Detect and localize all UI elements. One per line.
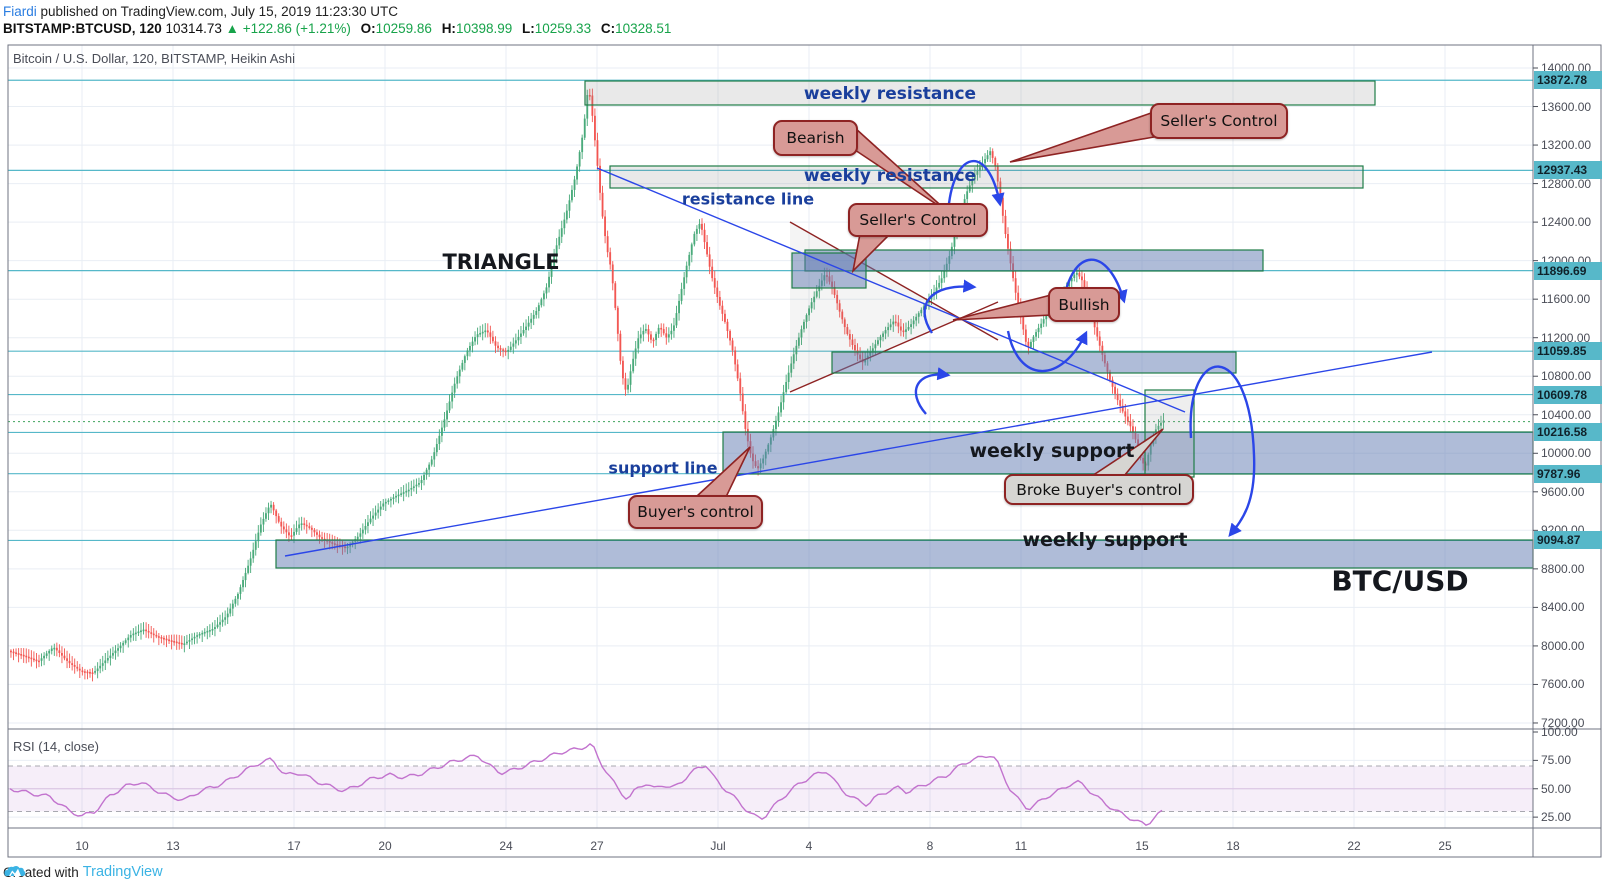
- symbol-name[interactable]: BITSTAMP:BTCUSD, 120: [3, 21, 162, 36]
- arrow-bounce-up: [914, 367, 951, 415]
- candles: [10, 88, 1165, 682]
- time-tick-label: 22: [1347, 839, 1361, 853]
- callout-pointer-sellers-control-top: [1009, 110, 1155, 163]
- close-label: C:: [600, 21, 616, 36]
- low-value: 10259.33: [534, 21, 592, 36]
- rsi-line: [9, 742, 1163, 827]
- price-tick-label: 12800.00: [1541, 176, 1592, 191]
- open-value: 10259.86: [375, 21, 432, 36]
- price-level-chip: 13872.78: [1534, 71, 1602, 90]
- price-tick-label: 7200.00: [1541, 715, 1585, 730]
- price-level-chip: 11059.85: [1534, 342, 1602, 361]
- time-tick-label: 15: [1135, 839, 1149, 853]
- callout-pointers: [693, 110, 1164, 498]
- callout-buyers-control[interactable]: Buyer's control: [628, 495, 763, 529]
- tradingview-logo-icon: [4, 865, 26, 876]
- time-tick-label: 4: [805, 839, 813, 853]
- time-tick-label: 25: [1438, 839, 1452, 853]
- time-tick-label: 20: [378, 839, 392, 853]
- price-change: +122.86 (+1.21%): [242, 21, 351, 36]
- arrow-dip-recover: [1006, 330, 1088, 373]
- resistance-band-11896: [804, 249, 1264, 272]
- time-tick-label: 17: [287, 839, 301, 853]
- time-tick-label: 13: [166, 839, 180, 853]
- rsi-tick-label: 100.00: [1541, 725, 1578, 739]
- last-price: 10314.73: [165, 21, 222, 36]
- price-tick-label: 8800.00: [1541, 561, 1585, 576]
- price-tick-label: 11600.00: [1541, 292, 1591, 307]
- price-tick-label: 13200.00: [1541, 138, 1592, 153]
- rsi-tick-label: 75.00: [1541, 753, 1572, 768]
- price-level-chip: 9094.87: [1534, 531, 1602, 550]
- time-tick-label: 11: [1014, 839, 1028, 853]
- open-label: O:: [360, 21, 376, 36]
- price-level-chip: 12937.43: [1534, 161, 1602, 180]
- arrow-peak-rejection: [946, 159, 1005, 215]
- rsi-tick-label: 25.00: [1541, 810, 1572, 825]
- author-link[interactable]: Fiardi: [3, 4, 37, 19]
- callout-sellers-control-mid[interactable]: Seller's Control: [848, 203, 988, 237]
- price-tick-label: 12400.00: [1541, 215, 1592, 230]
- price-tick-label: 11200.00: [1541, 330, 1591, 345]
- price-level-chip: 9787.96: [1534, 464, 1602, 483]
- callout-bullish[interactable]: Bullish: [1048, 287, 1120, 322]
- time-tick-label: 18: [1226, 839, 1240, 853]
- time-tick-label: 27: [590, 839, 604, 853]
- watermark-symbol: BTC/USD: [1331, 564, 1469, 598]
- time-tick-label: 8: [926, 839, 934, 853]
- time-tick-label: 10: [75, 839, 89, 853]
- zones: [275, 80, 1534, 569]
- time-tick-label: Jul: [710, 839, 726, 853]
- price-tick-label: 8000.00: [1541, 638, 1585, 653]
- price-tick-label: 10000.00: [1541, 446, 1592, 461]
- arrow-big-drop: [1189, 365, 1256, 538]
- panel-borders: [7, 44, 1602, 858]
- high-label: H:: [441, 21, 456, 36]
- high-value: 10398.99: [455, 21, 513, 36]
- weekly-support-mid: weekly support: [969, 440, 1135, 462]
- arrow-lower-high: [1061, 258, 1128, 305]
- triangle-label: TRIANGLE: [442, 250, 560, 274]
- callout-broke-buyers-control[interactable]: Broke Buyer's control: [1004, 474, 1194, 505]
- callout-bearish[interactable]: Bearish: [773, 120, 858, 156]
- resistance-band-11059: [831, 351, 1237, 374]
- price-level-chip: 10609.78: [1534, 385, 1602, 404]
- weekly-resistance-1: weekly resistance: [803, 84, 977, 104]
- symbol-info-bar: BITSTAMP:BTCUSD, 120 10314.73 ▲ +122.86 …: [3, 21, 671, 36]
- publish-text: published on TradingView.com, July 15, 2…: [36, 4, 398, 19]
- weekly-resistance-2: weekly resistance: [803, 166, 977, 186]
- price-tick-label: 7600.00: [1541, 677, 1585, 692]
- breakdown-box: [1144, 389, 1195, 478]
- arrows: [914, 159, 1256, 538]
- arrow-breakout-up: [923, 279, 977, 334]
- weekly-support-band-bottom: [275, 539, 1534, 569]
- support-line-label: support line: [608, 458, 718, 478]
- price-level-chip: 11896.69: [1534, 261, 1602, 280]
- price-tick-label: 9600.00: [1541, 484, 1585, 499]
- rsi-pane: [8, 742, 1533, 827]
- weekly-resistance-band-1: [584, 80, 1376, 106]
- weekly-support-bottom: weekly support: [1022, 529, 1188, 551]
- change-up-arrow-icon: ▲: [225, 21, 239, 36]
- callout-sellers-control-top[interactable]: Seller's Control: [1150, 103, 1288, 139]
- close-value: 10328.51: [615, 21, 672, 36]
- tradingview-brand-link[interactable]: TradingView: [82, 864, 163, 880]
- price-tick-label: 10800.00: [1541, 369, 1592, 384]
- time-tick-label: 24: [499, 839, 513, 853]
- chart-legend-title[interactable]: Bitcoin / U.S. Dollar, 120, BITSTAMP, He…: [13, 51, 296, 66]
- price-tick-label: 8400.00: [1541, 600, 1585, 615]
- price-level-chip: 10216.58: [1534, 423, 1602, 442]
- resistance-trendline: [596, 167, 1186, 413]
- resistance-line-label: resistance line: [681, 189, 815, 209]
- publish-info: Fiardi published on TradingView.com, Jul…: [3, 4, 398, 19]
- attribution: Created with TradingView: [3, 864, 163, 880]
- weekly-resistance-band-2: [609, 165, 1364, 189]
- rsi-legend-title[interactable]: RSI (14, close): [13, 739, 99, 754]
- price-tick-label: 10400.00: [1541, 407, 1592, 422]
- price-tick-label: 13600.00: [1541, 99, 1592, 114]
- low-label: L:: [522, 21, 535, 36]
- rsi-tick-label: 50.00: [1541, 781, 1572, 796]
